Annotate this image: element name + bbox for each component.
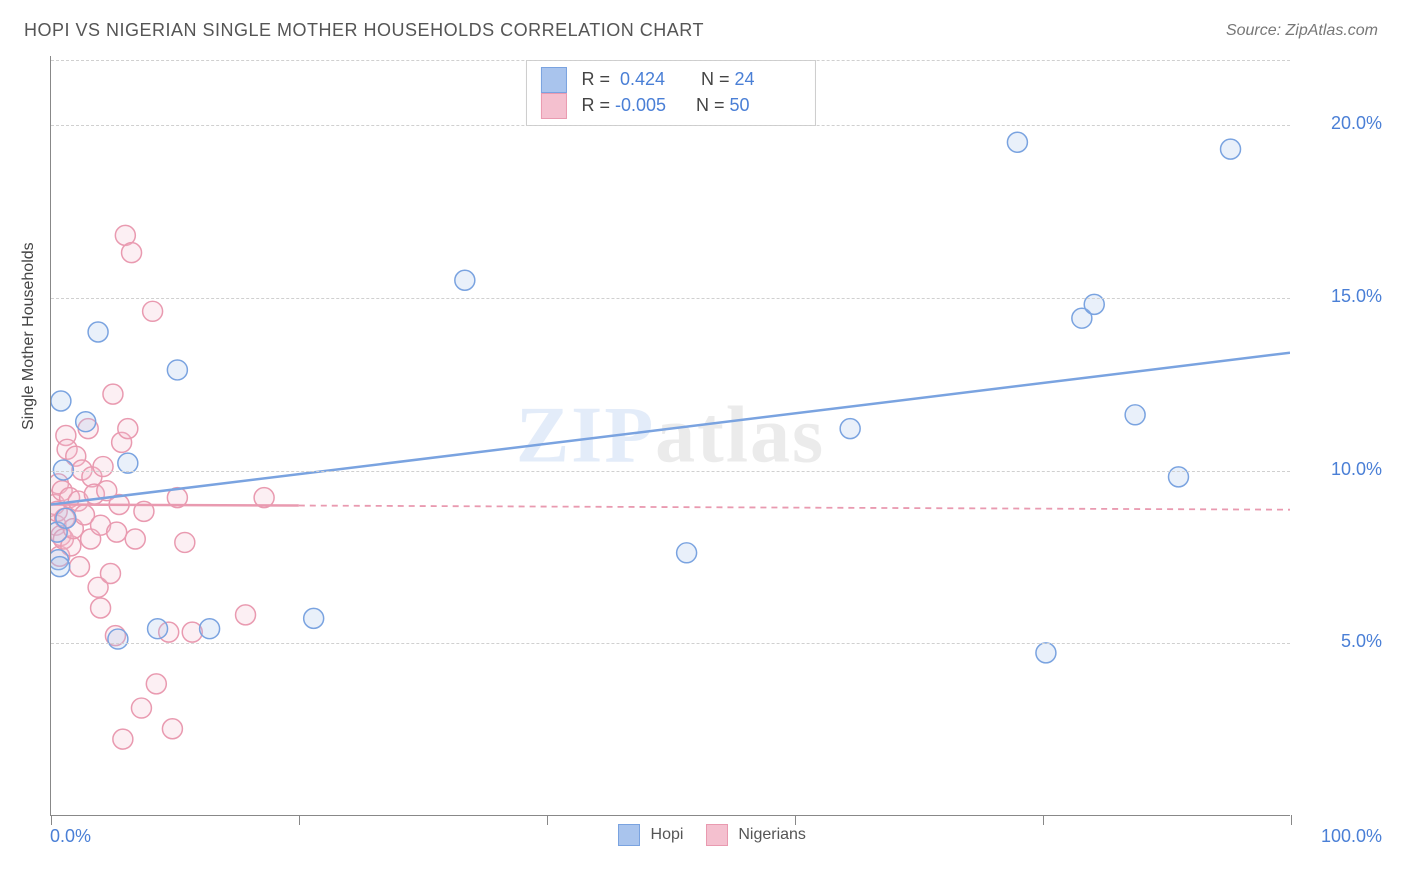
scatter-point xyxy=(109,495,129,515)
x-legend-label-hopi: Hopi xyxy=(651,826,684,843)
scatter-point xyxy=(78,419,98,439)
scatter-point xyxy=(51,495,65,515)
scatter-point xyxy=(143,301,163,321)
scatter-point xyxy=(122,243,142,263)
scatter-point xyxy=(1221,139,1241,159)
y-axis-label: Single Mother Households xyxy=(20,242,38,430)
scatter-point xyxy=(63,519,83,539)
plot-area: ZIPatlas R = 0.424 N = 24 R = -0.005 N =… xyxy=(50,56,1290,816)
scatter-point xyxy=(81,529,101,549)
scatter-point xyxy=(93,457,113,477)
scatter-point xyxy=(1125,405,1145,425)
scatter-point xyxy=(88,322,108,342)
scatter-point xyxy=(56,426,76,446)
scatter-point xyxy=(107,522,127,542)
scatter-point xyxy=(57,439,77,459)
scatter-point xyxy=(70,557,90,577)
scatter-point xyxy=(254,488,274,508)
correlation-legend: R = 0.424 N = 24 R = -0.005 N = 50 xyxy=(525,60,815,126)
y-tick-label: 15.0% xyxy=(1331,286,1382,307)
scatter-point xyxy=(68,491,88,511)
scatter-point xyxy=(200,619,220,639)
scatter-point xyxy=(840,419,860,439)
chart-svg xyxy=(51,56,1290,815)
scatter-point xyxy=(97,481,117,501)
x-legend-swatch-nigerians xyxy=(706,824,728,846)
scatter-point xyxy=(51,501,67,521)
trend-line xyxy=(51,505,299,506)
scatter-point xyxy=(108,629,128,649)
scatter-point xyxy=(677,543,697,563)
legend-swatch-nigerians xyxy=(540,93,566,119)
scatter-point xyxy=(175,532,195,552)
scatter-point xyxy=(115,225,135,245)
trend-line-extrapolated xyxy=(299,506,1290,510)
scatter-point xyxy=(159,622,179,642)
scatter-point xyxy=(51,546,70,566)
scatter-point xyxy=(51,391,71,411)
scatter-point xyxy=(112,432,132,452)
scatter-point xyxy=(167,488,187,508)
scatter-point xyxy=(100,564,120,584)
x-legend-swatch-hopi xyxy=(618,824,640,846)
scatter-point xyxy=(84,484,104,504)
scatter-point xyxy=(148,619,168,639)
source-attribution: Source: ZipAtlas.com xyxy=(1226,22,1378,40)
chart-title: HOPI VS NIGERIAN SINGLE MOTHER HOUSEHOLD… xyxy=(24,20,704,41)
scatter-point xyxy=(76,412,96,432)
scatter-point xyxy=(1007,132,1027,152)
scatter-point xyxy=(125,529,145,549)
scatter-point xyxy=(51,515,66,535)
trend-line xyxy=(51,353,1290,505)
scatter-point xyxy=(55,508,75,528)
scatter-point xyxy=(53,529,73,549)
scatter-point xyxy=(51,526,71,546)
scatter-point xyxy=(1072,308,1092,328)
scatter-point xyxy=(60,488,80,508)
scatter-point xyxy=(1036,643,1056,663)
scatter-point xyxy=(51,474,68,494)
scatter-point xyxy=(134,501,154,521)
watermark: ZIPatlas xyxy=(516,390,825,481)
scatter-point xyxy=(91,598,111,618)
scatter-point xyxy=(236,605,256,625)
scatter-point xyxy=(51,557,70,577)
scatter-point xyxy=(74,505,94,525)
scatter-point xyxy=(167,360,187,380)
scatter-point xyxy=(56,508,76,528)
scatter-point xyxy=(131,698,151,718)
scatter-point xyxy=(91,515,111,535)
scatter-point xyxy=(51,550,68,570)
scatter-point xyxy=(61,536,81,556)
legend-row-nigerians: R = -0.005 N = 50 xyxy=(540,93,800,119)
scatter-point xyxy=(51,522,67,542)
scatter-point xyxy=(182,622,202,642)
scatter-point xyxy=(103,384,123,404)
scatter-point xyxy=(113,729,133,749)
x-axis-legend: Hopi Nigerians xyxy=(0,824,1406,846)
scatter-point xyxy=(52,481,72,501)
y-tick-label: 10.0% xyxy=(1331,459,1382,480)
scatter-point xyxy=(118,419,138,439)
scatter-point xyxy=(88,577,108,597)
legend-row-hopi: R = 0.424 N = 24 xyxy=(540,67,800,93)
scatter-point xyxy=(66,446,86,466)
scatter-point xyxy=(304,608,324,628)
scatter-point xyxy=(455,270,475,290)
y-tick-label: 20.0% xyxy=(1331,113,1382,134)
scatter-point xyxy=(146,674,166,694)
legend-swatch-hopi xyxy=(540,67,566,93)
scatter-point xyxy=(162,719,182,739)
x-legend-label-nigerians: Nigerians xyxy=(738,826,806,843)
y-tick-label: 5.0% xyxy=(1341,631,1382,652)
